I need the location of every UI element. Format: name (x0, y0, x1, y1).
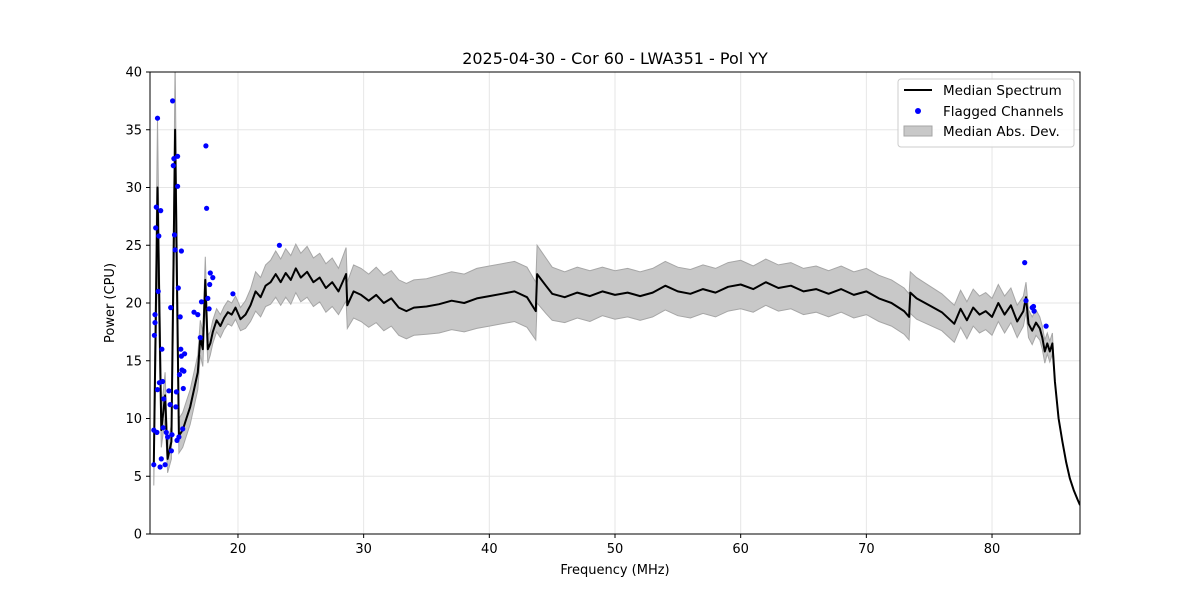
y-tick-label: 35 (125, 123, 142, 138)
flagged-channel-point (207, 281, 213, 288)
flagged-channel-point (171, 156, 177, 162)
legend-flagged-label: Flagged Channels (943, 104, 1064, 120)
flagged-channel-point (170, 98, 176, 104)
flagged-channel-point (171, 232, 178, 238)
flagged-channel-point (154, 387, 161, 393)
flagged-channel-point (176, 434, 182, 440)
flagged-channel-point (156, 233, 162, 239)
flagged-channel-point (151, 332, 157, 338)
flagged-channel-point (178, 346, 184, 352)
flagged-channel-point (276, 242, 282, 248)
x-tick-label: 30 (355, 542, 372, 557)
flagged-channel-point (165, 434, 171, 440)
flagged-channel-point (191, 309, 197, 315)
flagged-channel-point (153, 204, 159, 210)
legend-median-label: Median Spectrum (943, 83, 1062, 99)
flagged-channel-point (158, 208, 164, 214)
legend-mad-label: Median Abs. Dev. (943, 124, 1060, 140)
flagged-channel-point (210, 275, 216, 281)
y-tick-label: 10 (125, 412, 142, 427)
flagged-channel-point (1031, 308, 1037, 314)
flagged-channel-point (173, 389, 179, 395)
flagged-channel-point (178, 248, 184, 254)
y-tick-label: 30 (125, 181, 142, 196)
median-line-layer (152, 128, 1080, 506)
flagged-channel-point (152, 312, 158, 318)
flagged-channel-point (176, 372, 183, 378)
flagged-channel-point (167, 402, 173, 408)
flagged-channel-point (182, 351, 188, 357)
flagged-channel-point (166, 388, 172, 394)
flagged-channel-point (205, 295, 211, 301)
legend: Median Spectrum Flagged Channels Median … (897, 78, 1075, 148)
y-axis-label: Power (CPU) (103, 263, 118, 343)
flagged-channel-point (161, 396, 167, 402)
flagged-channel-point (175, 285, 181, 291)
flagged-channel-point (152, 320, 158, 326)
y-tick-label: 0 (134, 528, 142, 543)
flagged-channel-point (1030, 303, 1037, 310)
y-tick-label: 20 (125, 297, 142, 312)
flagged-channel-point (154, 115, 161, 121)
flagged-channel-point (172, 247, 178, 253)
flagged-channel-point (1043, 323, 1049, 329)
chart-title: 2025-04-30 - Cor 60 - LWA351 - Pol YY (462, 49, 768, 68)
flagged-channel-point (177, 314, 183, 320)
x-axis-label: Frequency (MHz) (560, 563, 669, 578)
y-tick-label: 40 (125, 66, 142, 81)
flagged-channel-point (204, 205, 210, 211)
flagged-channel-point (203, 143, 209, 149)
flagged-channel-point (195, 312, 201, 318)
flagged-channel-point (162, 462, 168, 468)
flagged-channel-point (175, 183, 181, 189)
flagged-channel-point (160, 425, 166, 431)
flagged-channel-point (153, 225, 159, 231)
x-tick-label: 20 (230, 542, 247, 557)
flagged-channel-point (173, 404, 179, 410)
x-tick-label: 80 (984, 542, 1001, 557)
flagged-channel-point (155, 288, 161, 294)
flagged-channel-point (180, 385, 186, 392)
flagged-channel-point (159, 346, 165, 352)
flagged-channel-point (169, 432, 175, 438)
flagged-channel-point (163, 429, 169, 435)
flagged-channel-point (197, 335, 203, 341)
x-tick-label: 40 (481, 542, 498, 557)
flagged-channel-point (175, 153, 181, 159)
flagged-channel-point (1023, 298, 1029, 304)
legend-box (897, 78, 1075, 148)
flagged-channel-point (207, 270, 213, 276)
flagged-channel-point (154, 429, 160, 435)
x-tick-label: 60 (732, 542, 749, 557)
flagged-points-layer (151, 98, 1049, 470)
flagged-channel-point (181, 368, 187, 374)
flagged-channel-point (168, 305, 174, 311)
flagged-channel-point (168, 448, 174, 454)
x-tick-label: 70 (858, 542, 875, 557)
axis-ticks: 20 30 40 50 60 70 80 0 5 10 15 20 25 30 35 40 (125, 66, 1000, 558)
flagged-channel-point (170, 163, 176, 169)
flagged-channel-point (157, 464, 163, 470)
flagged-channel-point (1022, 260, 1028, 266)
flagged-channel-point (160, 378, 166, 385)
y-tick-label: 5 (134, 470, 142, 485)
flagged-channel-point (151, 462, 157, 468)
y-tick-label: 25 (125, 239, 142, 254)
flagged-channel-point (230, 291, 236, 297)
median-spectrum-line (152, 128, 1080, 506)
y-tick-label: 15 (125, 354, 142, 369)
legend-flagged-swatch (915, 108, 921, 114)
flagged-channel-point (158, 456, 164, 462)
flagged-channel-point (206, 306, 212, 312)
legend-mad-swatch (903, 125, 933, 137)
x-tick-label: 50 (607, 542, 624, 557)
flagged-channel-point (198, 299, 205, 305)
flagged-channel-point (180, 426, 186, 432)
